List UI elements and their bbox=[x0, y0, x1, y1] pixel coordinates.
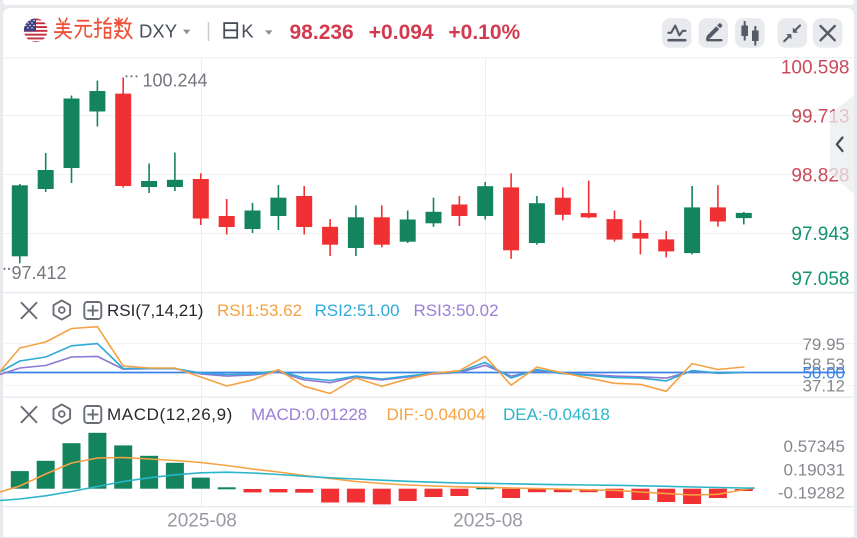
svg-text:37.12: 37.12 bbox=[802, 377, 845, 396]
svg-text:MACD:0.01228: MACD:0.01228 bbox=[251, 405, 367, 424]
svg-text:97.943: 97.943 bbox=[791, 224, 849, 245]
svg-text:79.95: 79.95 bbox=[802, 335, 845, 354]
svg-text:98.236: 98.236 bbox=[290, 21, 354, 44]
svg-text:100.244: 100.244 bbox=[143, 71, 208, 91]
svg-text:97.058: 97.058 bbox=[791, 269, 849, 290]
svg-text:DIF:-0.04004: DIF:-0.04004 bbox=[387, 405, 486, 424]
svg-text:2025-08: 2025-08 bbox=[167, 511, 237, 532]
svg-text:K: K bbox=[241, 21, 254, 42]
svg-text:2025-08: 2025-08 bbox=[453, 511, 523, 532]
svg-text:97.412: 97.412 bbox=[12, 263, 67, 283]
svg-text:+0.10%: +0.10% bbox=[448, 21, 520, 44]
svg-text:+0.094: +0.094 bbox=[369, 21, 434, 44]
svg-text:RSI(7,14,21): RSI(7,14,21) bbox=[107, 301, 203, 320]
svg-text:100.598: 100.598 bbox=[781, 57, 850, 78]
svg-text:MACD(12,26,9): MACD(12,26,9) bbox=[107, 405, 233, 424]
svg-text:DXY: DXY bbox=[139, 21, 177, 42]
svg-text:-0.19282: -0.19282 bbox=[778, 484, 845, 503]
svg-text:0.57345: 0.57345 bbox=[784, 437, 845, 456]
svg-text:RSI1:53.62: RSI1:53.62 bbox=[217, 301, 302, 320]
svg-text:RSI3:50.02: RSI3:50.02 bbox=[414, 301, 499, 320]
svg-text:DEA:-0.04618: DEA:-0.04618 bbox=[503, 405, 610, 424]
svg-text:58.53: 58.53 bbox=[802, 355, 845, 374]
svg-text:50.00: 50.00 bbox=[802, 364, 845, 383]
svg-text:RSI2:51.00: RSI2:51.00 bbox=[315, 301, 400, 320]
svg-text:0.19031: 0.19031 bbox=[784, 461, 845, 480]
